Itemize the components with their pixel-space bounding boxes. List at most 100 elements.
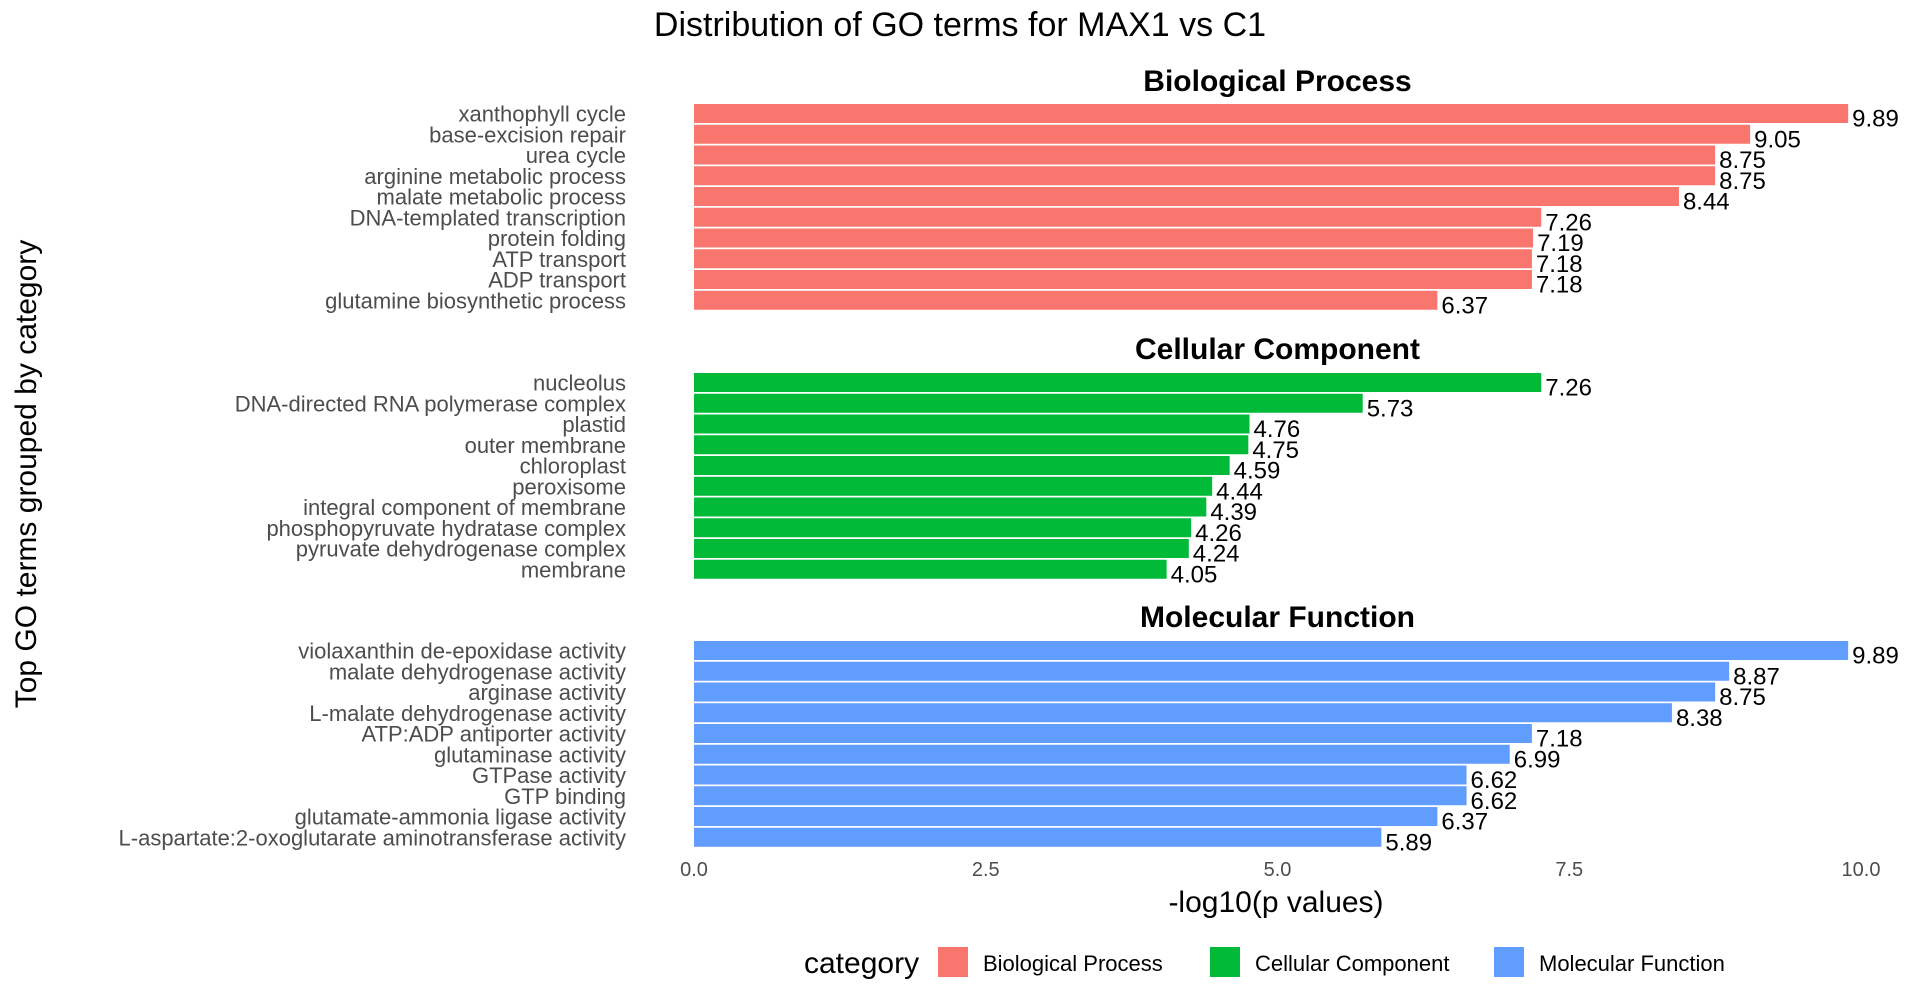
x-tick-label: 2.5 (972, 859, 1000, 881)
value-label: 9.05 (1754, 126, 1801, 153)
legend-item: Cellular Component (1210, 947, 1449, 977)
x-tick-label: 5.0 (1264, 859, 1292, 881)
category-label: membrane (521, 557, 626, 582)
bar (694, 207, 1542, 227)
bar (694, 786, 1467, 806)
bar (694, 373, 1542, 392)
bar (694, 187, 1679, 206)
category-label: ATP transport (492, 247, 626, 272)
x-tick-label: 10.0 (1842, 859, 1881, 881)
legend-label: Molecular Function (1539, 951, 1725, 976)
bar (694, 104, 1849, 123)
value-label: 8.75 (1719, 684, 1766, 711)
bar (694, 414, 1250, 434)
bar (694, 661, 1730, 681)
value-label: 5.73 (1367, 395, 1414, 422)
facet-strip-label: Cellular Component (1135, 333, 1420, 366)
facet-strip-label: Molecular Function (1140, 601, 1415, 634)
bar (694, 393, 1363, 413)
bar (694, 827, 1382, 847)
value-label: 7.18 (1536, 272, 1583, 299)
bar (694, 497, 1207, 517)
facet-panels: Biological Process xanthophyll cycle 9.89 b… (119, 65, 1899, 856)
category-label: glutaminase activity (434, 742, 626, 767)
bar (694, 682, 1716, 702)
facet-panel: Cellular Component nucleolus 7.26 DNA-direc… (235, 333, 1592, 588)
value-label: 6.37 (1441, 292, 1488, 319)
bar (694, 744, 1510, 764)
bar (694, 476, 1213, 496)
value-label: 5.89 (1385, 829, 1432, 856)
bar (694, 124, 1751, 144)
category-label: violaxanthin de-epoxidase activity (298, 639, 626, 664)
value-label: 7.18 (1536, 251, 1583, 278)
category-label: integral component of membrane (303, 495, 626, 520)
value-label: 9.89 (1852, 643, 1899, 670)
bar (694, 270, 1532, 289)
x-tick-label: 0.0 (680, 859, 708, 881)
value-label: 4.75 (1252, 437, 1299, 464)
category-label: malate metabolic process (377, 185, 626, 210)
y-axis-label: Top GO terms grouped by category (10, 240, 43, 709)
value-label: 7.26 (1545, 375, 1592, 402)
legend-swatch (1210, 947, 1240, 977)
category-label: peroxisome (512, 474, 626, 499)
value-label: 4.76 (1253, 416, 1300, 443)
category-label: xanthophyll cycle (458, 102, 626, 127)
bar (694, 765, 1467, 785)
category-label: nucleolus (533, 371, 626, 396)
category-label: phosphopyruvate hydratase complex (266, 516, 626, 541)
bar (694, 145, 1716, 165)
legend-title: category (804, 947, 919, 980)
facet-panel: Biological Process xanthophyll cycle 9.89 b… (325, 65, 1899, 319)
value-label: 8.75 (1719, 168, 1766, 195)
legend: category Biological Process Cellular Comp… (804, 947, 1725, 980)
bar (694, 724, 1532, 743)
category-label: glutamine biosynthetic process (325, 288, 626, 313)
bar (694, 228, 1534, 248)
category-label: DNA-templated transcription (350, 205, 626, 230)
category-label: ATP:ADP antiporter activity (361, 722, 626, 747)
category-label: L-aspartate:2-oxoglutarate aminotransfer… (119, 825, 626, 850)
value-label: 4.59 (1234, 458, 1281, 485)
category-label: arginine metabolic process (364, 164, 626, 189)
x-tick-label: 7.5 (1555, 859, 1583, 881)
category-label: protein folding (488, 226, 626, 251)
category-label: glutamate-ammonia ligase activity (295, 805, 626, 830)
legend-item: Molecular Function (1494, 947, 1725, 977)
bar (694, 807, 1438, 826)
value-label: 8.44 (1683, 189, 1730, 216)
value-label: 8.75 (1719, 147, 1766, 174)
legend-swatch (1494, 947, 1524, 977)
bar (694, 641, 1849, 660)
bar (694, 539, 1189, 558)
value-label: 4.05 (1171, 561, 1218, 588)
category-label: GTPase activity (472, 763, 626, 788)
category-label: GTP binding (504, 784, 626, 809)
category-label: urea cycle (526, 143, 626, 168)
category-label: chloroplast (520, 454, 626, 479)
x-axis-ticks: 0.0 2.5 5.0 7.5 10.0 (680, 859, 1880, 881)
value-label: 7.18 (1536, 726, 1583, 753)
value-label: 4.24 (1193, 541, 1240, 568)
category-label: L-malate dehydrogenase activity (309, 701, 626, 726)
bar (694, 435, 1249, 455)
legend-label: Biological Process (983, 951, 1163, 976)
bar (694, 166, 1716, 186)
legend-label: Cellular Component (1255, 951, 1449, 976)
category-label: ADP transport (488, 268, 626, 293)
value-label: 9.89 (1852, 106, 1899, 133)
bar (694, 703, 1672, 723)
bar (694, 456, 1230, 475)
category-label: malate dehydrogenase activity (329, 659, 626, 684)
bar (694, 249, 1532, 269)
value-label: 6.62 (1471, 767, 1518, 794)
category-label: arginase activity (468, 680, 626, 705)
value-label: 6.99 (1514, 746, 1561, 773)
facet-panel: Molecular Function violaxanthin de-epoxid… (119, 601, 1899, 856)
value-label: 4.26 (1195, 520, 1242, 547)
category-label: DNA-directed RNA polymerase complex (235, 391, 626, 416)
category-label: base-excision repair (429, 122, 626, 147)
category-label: plastid (562, 412, 626, 437)
